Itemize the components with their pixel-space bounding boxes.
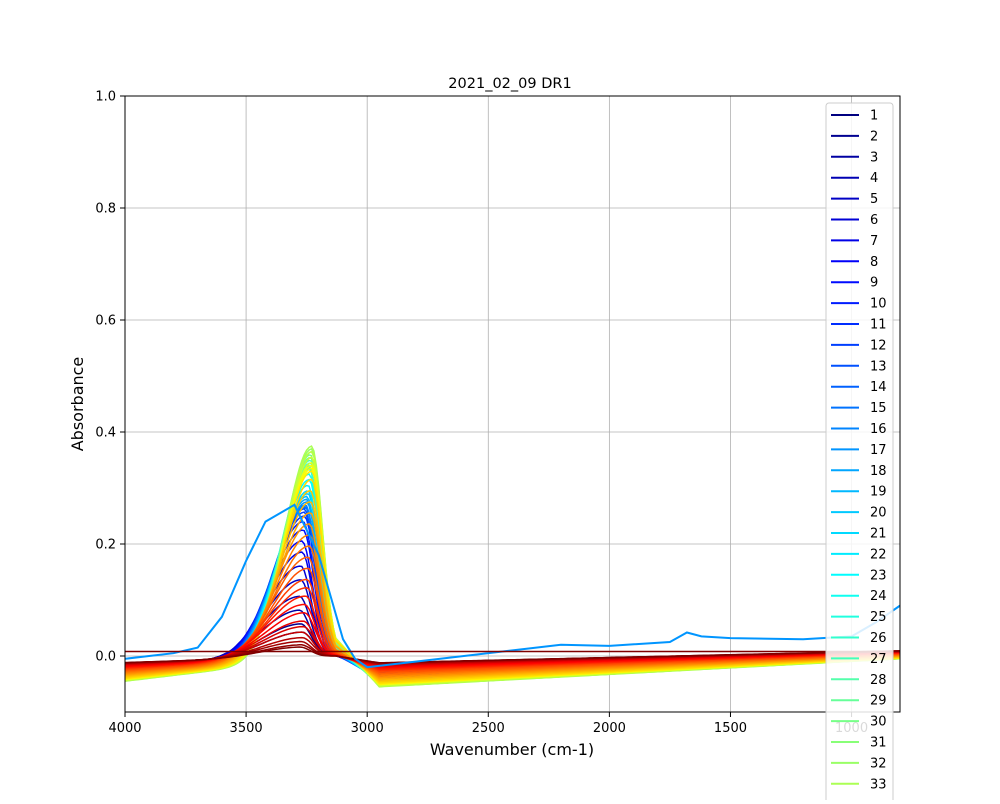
legend-label: 18 [870,464,887,479]
x-tick-label: 3500 [230,721,263,736]
plot-frame [124,95,901,713]
y-tick-label: 0.0 [95,650,116,665]
series-line [125,646,900,664]
series-line-highlight [125,503,900,669]
legend-label: 4 [870,171,878,186]
y-tick-label: 1.0 [95,90,116,105]
legend-label: 22 [870,547,887,562]
legend-label: 6 [870,213,878,228]
chart-title: 2021_02_09 DR1 [448,76,571,92]
y-tick-label: 0.8 [95,202,116,217]
legend-label: 30 [870,715,887,730]
x-tick-label: 2500 [472,721,505,736]
x-tick-label: 1500 [714,721,747,736]
legend: 1234567891011121314151617181920212223242… [825,102,894,804]
legend-label: 29 [870,694,887,709]
y-tick-label: 0.2 [95,538,116,553]
legend-label: 31 [870,736,887,751]
legend-label: 19 [870,485,887,500]
legend-label: 5 [870,192,878,207]
legend-label: 8 [870,255,878,270]
legend-label: 33 [870,777,887,792]
legend-label: 15 [870,401,887,416]
legend-label: 26 [870,631,887,646]
legend-label: 23 [870,568,887,583]
legend-frame [825,102,894,804]
legend-label: 25 [870,610,887,625]
y-tick-label: 0.6 [95,314,116,329]
legend-label: 12 [870,338,887,353]
legend-label: 1 [870,109,878,124]
legend-label: 28 [870,673,887,688]
legend-label: 2 [870,129,878,144]
legend-label: 24 [870,589,887,604]
x-axis-label: Wavenumber (cm-1) [430,740,594,759]
series-group [125,445,900,688]
legend-label: 9 [870,276,878,291]
legend-label: 11 [870,318,887,333]
x-tick-label: 4000 [108,721,141,736]
x-tick-label: 2000 [593,721,626,736]
legend-label: 14 [870,380,887,395]
legend-label: 21 [870,527,887,542]
legend-label: 17 [870,443,887,458]
axis-ticks: 40003500300025002000150010000.00.20.40.6… [95,90,868,737]
legend-label: 32 [870,756,887,771]
legend-label: 13 [870,359,887,374]
legend-label: 7 [870,234,878,249]
y-tick-label: 0.4 [95,426,116,441]
legend-label: 3 [870,150,878,165]
legend-label: 16 [870,422,887,437]
x-tick-label: 3000 [351,721,384,736]
y-axis-label: Absorbance [68,357,87,452]
legend-label: 10 [870,297,887,312]
legend-label: 27 [870,652,887,667]
legend-label: 20 [870,506,887,521]
